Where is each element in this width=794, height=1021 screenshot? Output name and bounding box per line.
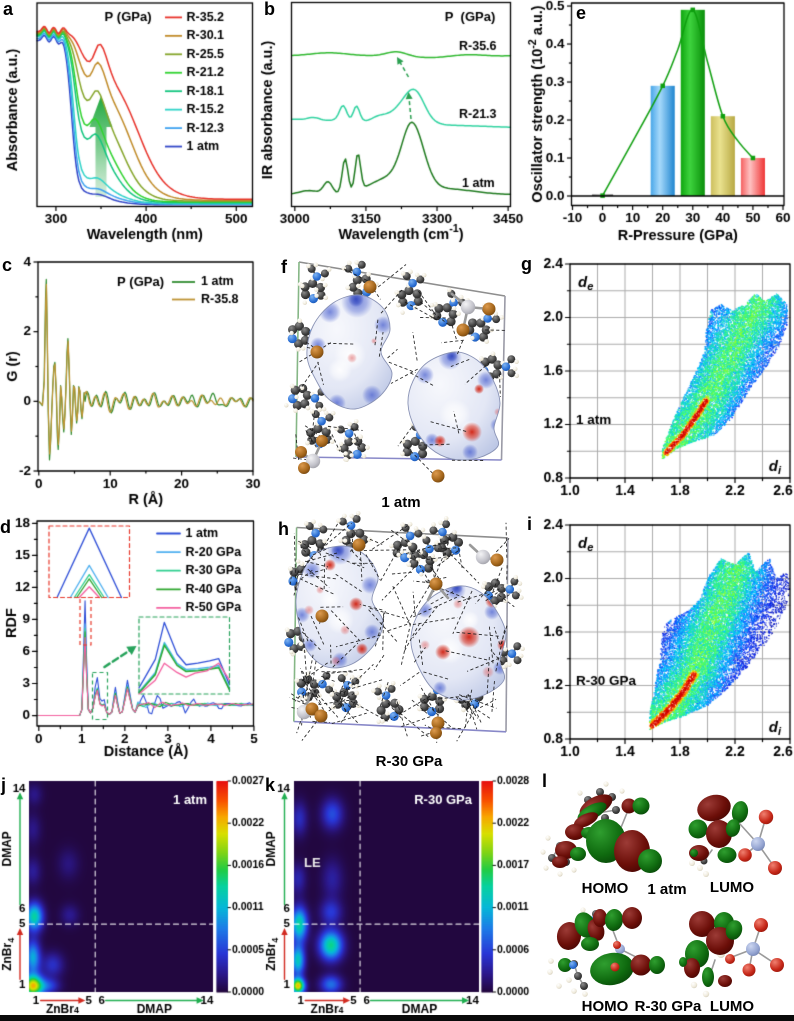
panel-l-label: l bbox=[542, 771, 548, 791]
panel-l-homo-bottom-label: HOMO bbox=[581, 998, 629, 1015]
panel-b-label: b bbox=[264, 0, 275, 19]
panel-h-caption: R-30 GPa bbox=[375, 753, 443, 770]
panel-l-homo-top-label: HOMO bbox=[581, 880, 629, 897]
panel-l-1atm-label: 1 atm bbox=[647, 881, 687, 898]
panel-h-label: h bbox=[278, 519, 289, 539]
bottom-divider-bar bbox=[0, 1015, 794, 1021]
panel-j-label: j bbox=[1, 775, 7, 795]
panel-f-caption: 1 atm bbox=[381, 494, 421, 511]
panel-f-label: f bbox=[281, 257, 287, 277]
panel-g-label: g bbox=[521, 254, 532, 274]
panel-l-lumo-bottom-label: LUMO bbox=[709, 998, 755, 1015]
panel-i-label: i bbox=[527, 514, 533, 534]
panel-e-label: e bbox=[576, 3, 587, 23]
panel-a-label: a bbox=[3, 0, 14, 19]
panel-c-label: c bbox=[2, 255, 13, 275]
panel-k-label: k bbox=[265, 775, 276, 795]
panel-d-label: d bbox=[0, 517, 11, 537]
panel-l-lumo-top-label: LUMO bbox=[709, 879, 755, 896]
panel-l-r30-label: R-30 GPa bbox=[634, 998, 702, 1015]
